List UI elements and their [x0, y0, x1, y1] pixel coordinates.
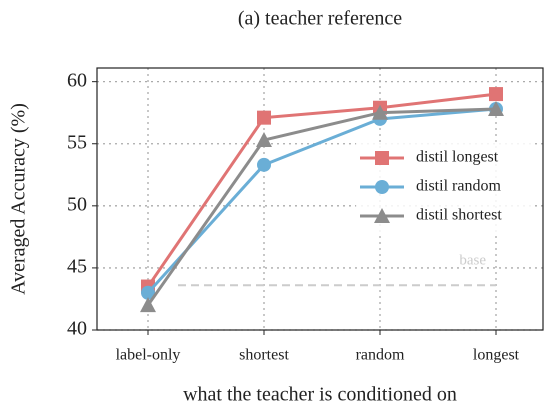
marker: [372, 104, 388, 120]
series-line: [146, 92, 497, 288]
marker: [257, 157, 271, 172]
plot-frame: [96, 67, 544, 331]
marker: [488, 100, 504, 116]
x-tick-label: label-only: [116, 347, 181, 364]
y-tick-label: 55: [67, 131, 87, 153]
marker: [374, 208, 390, 223]
y-tick-label: 45: [67, 256, 87, 278]
x-axis-label: what the teacher is conditioned on: [183, 384, 457, 406]
marker: [489, 87, 503, 102]
x-tick-label: random: [356, 347, 405, 364]
series-line: [146, 107, 497, 294]
reference-label: base: [459, 253, 486, 269]
x-tick-label: shortest: [239, 347, 289, 364]
marker: [140, 297, 156, 313]
marker: [375, 180, 389, 194]
marker: [375, 151, 389, 165]
legend-label: distil random: [416, 178, 501, 195]
y-axis-label: Averaged Accuracy (%): [8, 103, 30, 295]
series-line: [146, 107, 497, 307]
x-tick-label: longest: [473, 347, 520, 364]
y-tick-label: 50: [67, 193, 87, 215]
legend-label: distil shortest: [416, 207, 502, 224]
marker: [141, 285, 155, 300]
y-tick-label: 60: [67, 69, 87, 91]
chart-title: (a) teacher reference: [238, 8, 402, 30]
y-tick-label: 40: [67, 318, 87, 340]
marker: [257, 110, 271, 125]
legend-label: distil longest: [416, 149, 499, 166]
marker: [256, 132, 272, 148]
